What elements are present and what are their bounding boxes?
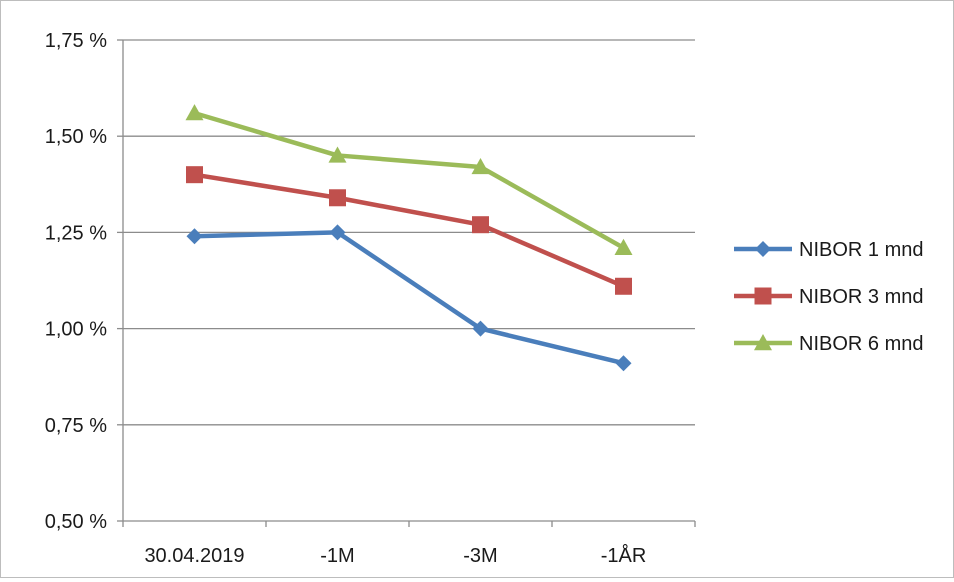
series-2-point	[615, 277, 632, 295]
series-lines	[185, 104, 633, 372]
y-tick-labels: 0,50 % 0,75 % 1,00 % 1,25 % 1,50 % 1,75 %	[45, 30, 107, 533]
x-tick-label: 30.04.2019	[144, 545, 244, 567]
y-tick-label: 1,50 %	[45, 126, 107, 148]
series-2-point	[472, 216, 489, 234]
y-tick-label: 0,50 %	[45, 511, 107, 533]
legend-item-2-marker	[754, 287, 772, 305]
series-1-point	[615, 355, 632, 372]
series-3-point	[328, 146, 347, 163]
gridlines	[123, 39, 695, 426]
series-3-point	[614, 238, 633, 255]
y-tick-label: 1,75 %	[45, 30, 107, 52]
series-2-point	[329, 189, 346, 207]
legend-item-3-marker	[754, 334, 772, 351]
series-1-point	[329, 224, 346, 241]
x-tick-label: -1ÅR	[601, 544, 647, 567]
legend-item-1-label: NIBOR 1 mnd	[799, 239, 923, 261]
x-tick-label: -1M	[320, 545, 354, 567]
series-3-point	[185, 104, 204, 121]
x-tick-labels: 30.04.2019 -1M -3M -1ÅR	[144, 544, 646, 567]
series-3-line	[193, 110, 625, 250]
x-tick-label: -3M	[463, 545, 497, 567]
series-2-point	[186, 166, 203, 184]
series-2-line	[194, 172, 625, 289]
y-tick-label: 1,00 %	[45, 319, 107, 341]
series-1-point	[472, 320, 489, 337]
axes	[117, 39, 696, 527]
y-tick-label: 0,75 %	[45, 415, 107, 437]
legend-item-1-marker	[755, 241, 771, 257]
series-1-line	[194, 230, 625, 366]
legend: NIBOR 1 mnd NIBOR 3 mnd NIBOR 6 mnd	[734, 239, 923, 355]
y-tick-label: 1,25 %	[45, 222, 107, 244]
series-3-point	[471, 157, 490, 175]
series-1-point	[186, 228, 203, 245]
legend-item-2-label: NIBOR 3 mnd	[799, 286, 923, 308]
legend-item-3-label: NIBOR 6 mnd	[799, 333, 923, 355]
